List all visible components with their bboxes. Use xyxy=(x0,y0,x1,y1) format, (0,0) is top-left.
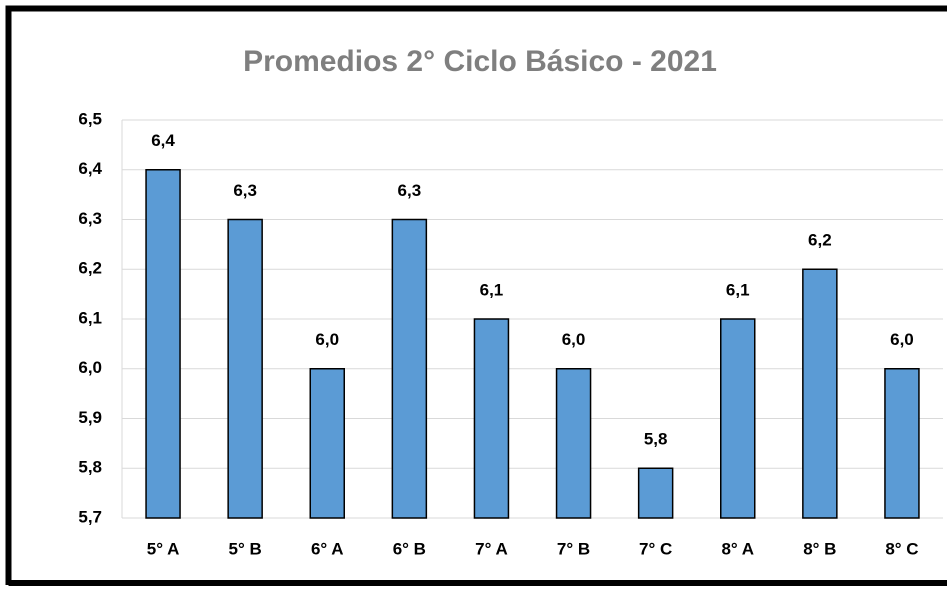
y-tick-label: 6,0 xyxy=(78,358,102,377)
value-label: 6,0 xyxy=(315,330,339,349)
y-tick-label: 6,3 xyxy=(78,209,102,228)
value-label: 6,0 xyxy=(562,330,586,349)
x-tick-label: 6° B xyxy=(393,539,426,558)
value-label: 5,8 xyxy=(644,430,668,449)
bar xyxy=(309,368,345,519)
x-tick-label: 8° A xyxy=(721,539,754,558)
y-tick-label: 6,1 xyxy=(78,308,102,327)
x-tick-label: 7° C xyxy=(639,539,672,558)
x-tick-label: 7° B xyxy=(557,539,590,558)
value-label: 6,3 xyxy=(233,181,257,200)
value-label: 6,3 xyxy=(398,181,422,200)
bar xyxy=(145,169,181,519)
bar xyxy=(720,318,756,519)
x-tick-label: 7° A xyxy=(475,539,508,558)
bar xyxy=(391,218,428,519)
chart-title: Promedios 2° Ciclo Básico - 2021 xyxy=(243,45,717,78)
bar xyxy=(637,467,674,519)
y-tick-label: 6,2 xyxy=(78,259,102,278)
y-tick-label: 6,5 xyxy=(78,109,102,128)
bar xyxy=(227,218,263,519)
bar xyxy=(802,268,838,519)
x-tick-label: 8° C xyxy=(885,539,918,558)
bar xyxy=(555,368,592,519)
value-label: 6,0 xyxy=(890,330,914,349)
value-label: 6,1 xyxy=(726,280,750,299)
value-label: 6,4 xyxy=(151,131,175,150)
y-tick-label: 5,9 xyxy=(78,408,102,427)
value-label: 6,1 xyxy=(480,280,504,299)
x-tick-label: 5° B xyxy=(229,539,262,558)
value-label: 6,2 xyxy=(808,231,832,250)
y-tick-label: 5,7 xyxy=(78,507,102,526)
x-tick-label: 5° A xyxy=(147,539,180,558)
x-tick-label: 8° B xyxy=(803,539,836,558)
y-tick-label: 6,4 xyxy=(78,159,102,178)
bar xyxy=(884,368,920,519)
frame xyxy=(5,5,947,586)
y-tick-label: 5,8 xyxy=(78,458,102,477)
bar xyxy=(473,318,510,519)
x-tick-label: 6° A xyxy=(311,539,344,558)
